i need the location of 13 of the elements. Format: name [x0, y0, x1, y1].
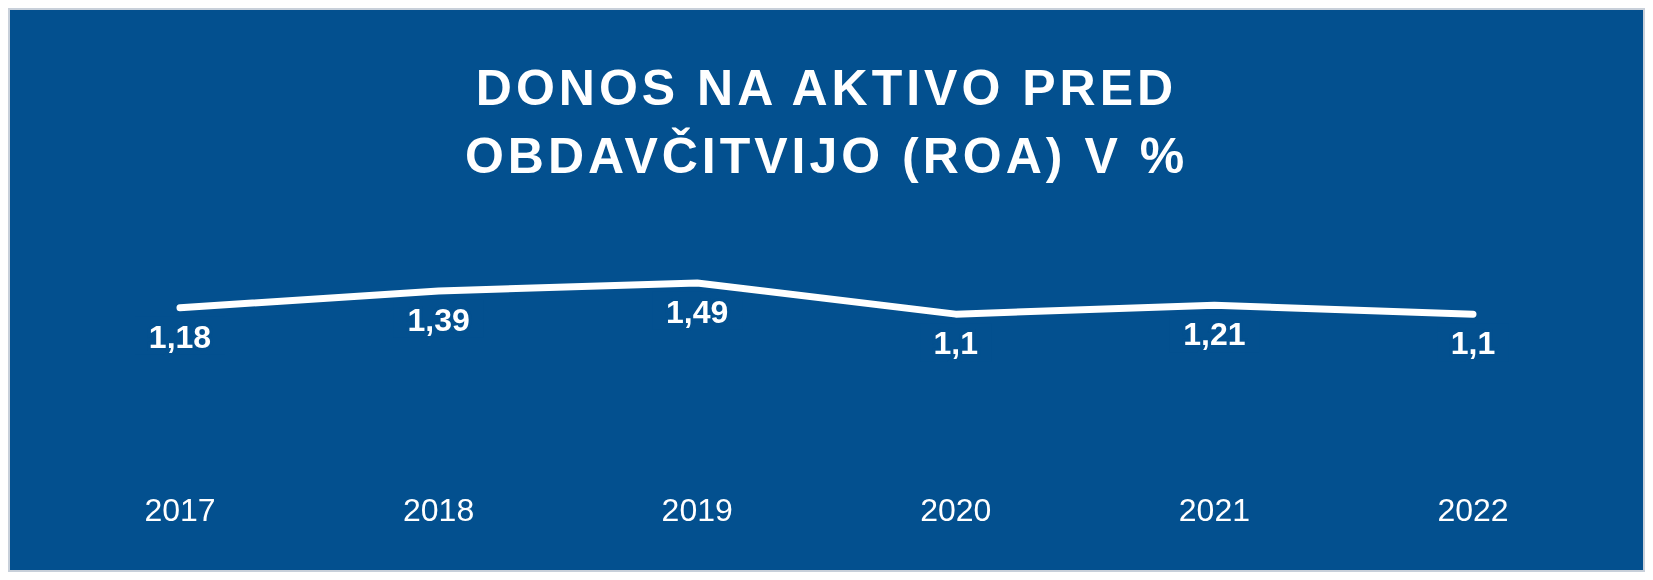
chart-title: DONOS NA AKTIVO PRED OBDAVČITVIJO (ROA) V % — [463, 59, 1190, 186]
data-label: 1,1 — [933, 325, 979, 362]
data-label: 1,39 — [407, 301, 470, 338]
x-tick-label: 2020 — [920, 491, 992, 528]
x-tick-label: 2018 — [403, 491, 475, 528]
x-tick-label: 2022 — [1437, 491, 1509, 528]
data-label: 1,49 — [666, 293, 729, 330]
data-label: 1,21 — [1183, 316, 1246, 353]
x-tick-label: 2021 — [1178, 491, 1250, 528]
data-label: 1,18 — [148, 318, 212, 355]
x-tick-label: 2017 — [144, 491, 216, 528]
x-tick-label: 2019 — [661, 491, 733, 528]
data-label: 1,1 — [1450, 325, 1496, 362]
